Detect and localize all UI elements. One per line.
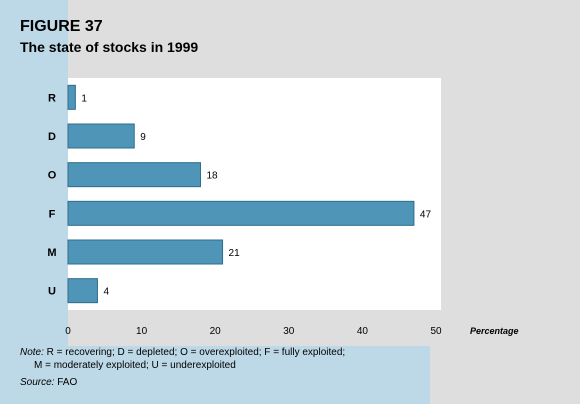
notes-background (0, 346, 430, 404)
note-prefix: Note: (20, 347, 44, 358)
category-label-U: U (48, 286, 56, 298)
figure-header: FIGURE 37 The state of stocks in 1999 (20, 18, 198, 56)
category-label-M: M (47, 247, 56, 259)
value-label-F: 47 (420, 209, 432, 220)
note-text-1: R = recovering; D = depleted; O = overex… (43, 347, 346, 358)
value-label-U: 4 (103, 287, 109, 298)
x-axis-title: Percentage (470, 326, 519, 336)
x-tick-label-30: 30 (283, 326, 295, 337)
note-line-1: Note: R = recovering; D = depleted; O = … (20, 346, 345, 359)
bar-F (67, 200, 415, 226)
x-tick-label-10: 10 (136, 326, 148, 337)
value-label-O: 18 (206, 171, 218, 182)
bar-R (67, 84, 76, 110)
category-label-F: F (49, 208, 56, 220)
note-line-2: M = moderately exploited; U = underexplo… (34, 360, 236, 371)
x-tick-label-40: 40 (357, 326, 369, 337)
value-label-R: 1 (81, 93, 87, 104)
left-color-band (0, 0, 68, 404)
notes-block: Note: R = recovering; D = depleted; O = … (20, 346, 345, 389)
bar-O (67, 162, 201, 188)
bar-D (67, 123, 135, 149)
source-line: Source: FAO (20, 376, 345, 389)
category-label-D: D (48, 131, 56, 143)
value-label-M: 21 (229, 248, 241, 259)
category-label-R: R (48, 92, 56, 104)
x-tick-label-0: 0 (65, 326, 71, 337)
bar-M (67, 239, 224, 265)
category-label-O: O (48, 170, 57, 182)
source-prefix: Source: (20, 377, 55, 388)
x-tick-label-50: 50 (430, 326, 442, 337)
source-text: FAO (54, 377, 78, 388)
plot-area (68, 78, 441, 310)
value-label-D: 9 (140, 132, 146, 143)
x-tick-label-20: 20 (210, 326, 222, 337)
figure-title: The state of stocks in 1999 (20, 39, 199, 55)
bar-U (67, 278, 98, 304)
figure-number: FIGURE 37 (20, 18, 103, 35)
